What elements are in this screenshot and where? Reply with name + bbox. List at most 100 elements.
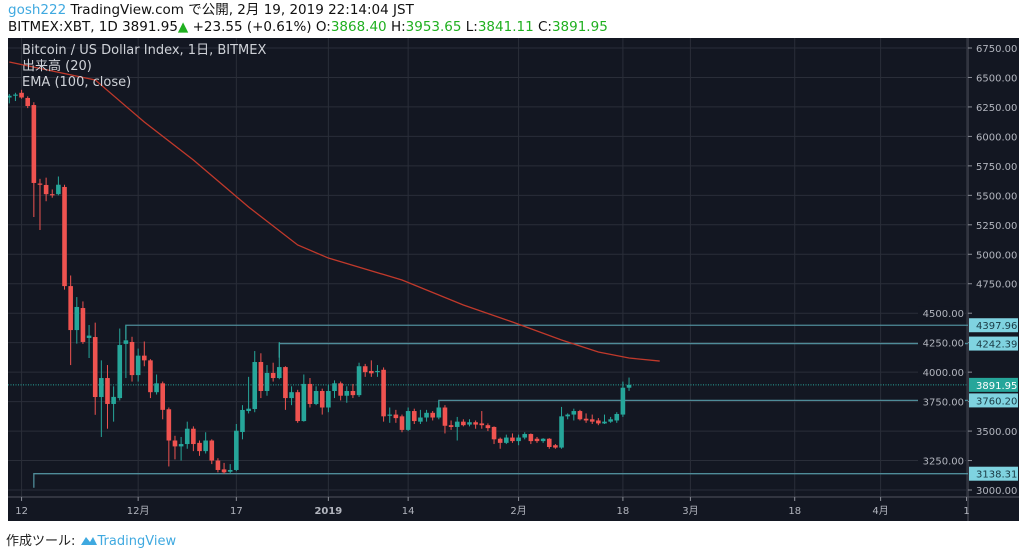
price-tick-label: 6750.00 — [976, 44, 1017, 55]
candle-body — [399, 416, 405, 430]
candle — [148, 359, 153, 399]
price-tick-label: 6250.00 — [976, 103, 1017, 114]
candle — [350, 383, 356, 399]
candle — [68, 275, 73, 366]
candle — [528, 433, 534, 445]
candle — [577, 409, 583, 421]
candle — [111, 386, 116, 422]
horizontal-level-line — [33, 473, 968, 488]
candle — [135, 348, 141, 382]
candle — [418, 409, 423, 425]
candle-body — [553, 445, 558, 448]
level-price-label: 3760.20 — [976, 396, 1017, 407]
candle — [534, 436, 540, 443]
candle-body — [436, 407, 442, 418]
legend-title: Bitcoin / US Dollar Index, 1日, BITMEX — [22, 43, 267, 58]
candle-body — [74, 306, 80, 331]
candle — [454, 416, 460, 441]
candle-body — [608, 419, 613, 422]
author-link[interactable]: gosh222 — [8, 2, 67, 18]
candle — [504, 434, 509, 445]
horizontal-level-line — [278, 342, 968, 358]
candle-body — [479, 423, 485, 426]
candle — [13, 92, 18, 102]
chart-canvas[interactable]: 12 12月 17 2019 14 2月 18 3月 18 4月 1 6750.00 6500.00 62… — [7, 38, 1019, 521]
candle — [74, 297, 80, 344]
candle-body — [356, 366, 362, 396]
tradingview-link[interactable]: TradingView — [80, 534, 177, 549]
candle — [295, 389, 300, 423]
candle — [332, 380, 337, 399]
time-tick-label: 14 — [402, 506, 415, 517]
candle — [7, 93, 12, 104]
candle — [264, 365, 270, 396]
candle — [283, 366, 288, 410]
candle-body — [80, 308, 86, 342]
time-tick-label: 2019 — [314, 506, 342, 517]
candle — [105, 365, 110, 429]
candle — [448, 420, 454, 430]
candle — [258, 353, 264, 399]
price-tick-label-bg — [918, 306, 965, 321]
candle-body — [295, 392, 300, 422]
candle-body — [522, 434, 528, 438]
candle — [344, 386, 350, 403]
candle-body — [13, 94, 18, 96]
candle-body — [240, 409, 245, 433]
candle-body — [362, 366, 368, 373]
candle — [160, 381, 165, 420]
candle — [381, 367, 386, 422]
tradingview-brand: TradingView — [97, 534, 177, 549]
time-tick-label: 1 — [963, 506, 969, 517]
candle-body — [473, 422, 478, 425]
candle — [43, 177, 49, 202]
ohlc-line: BITMEX:XBT, 1D 3891.95▲ +23.55 (+0.61%) … — [8, 20, 608, 35]
candle — [522, 432, 528, 440]
candle — [203, 432, 208, 454]
candle-body — [234, 430, 239, 470]
candle-body — [178, 444, 184, 447]
candle-body — [92, 337, 98, 398]
candle-body — [270, 372, 276, 379]
candle — [252, 351, 258, 413]
candle-body — [381, 369, 386, 417]
candle — [62, 184, 67, 290]
low-value: 3841.11 — [477, 19, 534, 35]
candle — [56, 176, 61, 196]
price-chart[interactable]: 12 12月 17 2019 14 2月 18 3月 18 4月 1 6750.00 6500.00 62… — [7, 38, 1019, 521]
candle — [319, 388, 325, 415]
candle-body — [258, 362, 264, 392]
open-value: 3868.40 — [330, 19, 387, 35]
candle-body — [283, 367, 288, 399]
candle-body — [344, 391, 350, 396]
candle — [411, 408, 417, 425]
candle — [565, 413, 570, 420]
legend-volume: 出来高 (20) — [22, 59, 92, 74]
candle-body — [332, 383, 337, 392]
candle — [338, 381, 343, 401]
price-tick-label: 4750.00 — [976, 280, 1017, 291]
candle — [387, 407, 393, 423]
candle-body — [301, 383, 307, 422]
candle-body — [111, 396, 116, 404]
candle-body — [448, 425, 454, 427]
candle — [369, 360, 374, 377]
candle-body — [160, 383, 165, 410]
candle — [117, 328, 123, 401]
candle-body — [68, 286, 73, 331]
price-tick-label: 5750.00 — [976, 162, 1017, 173]
candle-body — [614, 413, 620, 421]
candle-body — [37, 183, 43, 185]
candle — [307, 378, 313, 408]
price-tick-label-bg — [918, 394, 965, 409]
candle-body — [534, 438, 540, 442]
candle — [399, 414, 405, 433]
candle — [583, 413, 589, 423]
candle-body — [215, 460, 221, 470]
candle-body — [405, 411, 411, 430]
time-tick-label: 3月 — [682, 505, 698, 517]
candle — [375, 365, 380, 377]
candle-body — [583, 418, 589, 421]
price-tick-label-bg — [918, 365, 965, 380]
candle — [246, 376, 251, 414]
